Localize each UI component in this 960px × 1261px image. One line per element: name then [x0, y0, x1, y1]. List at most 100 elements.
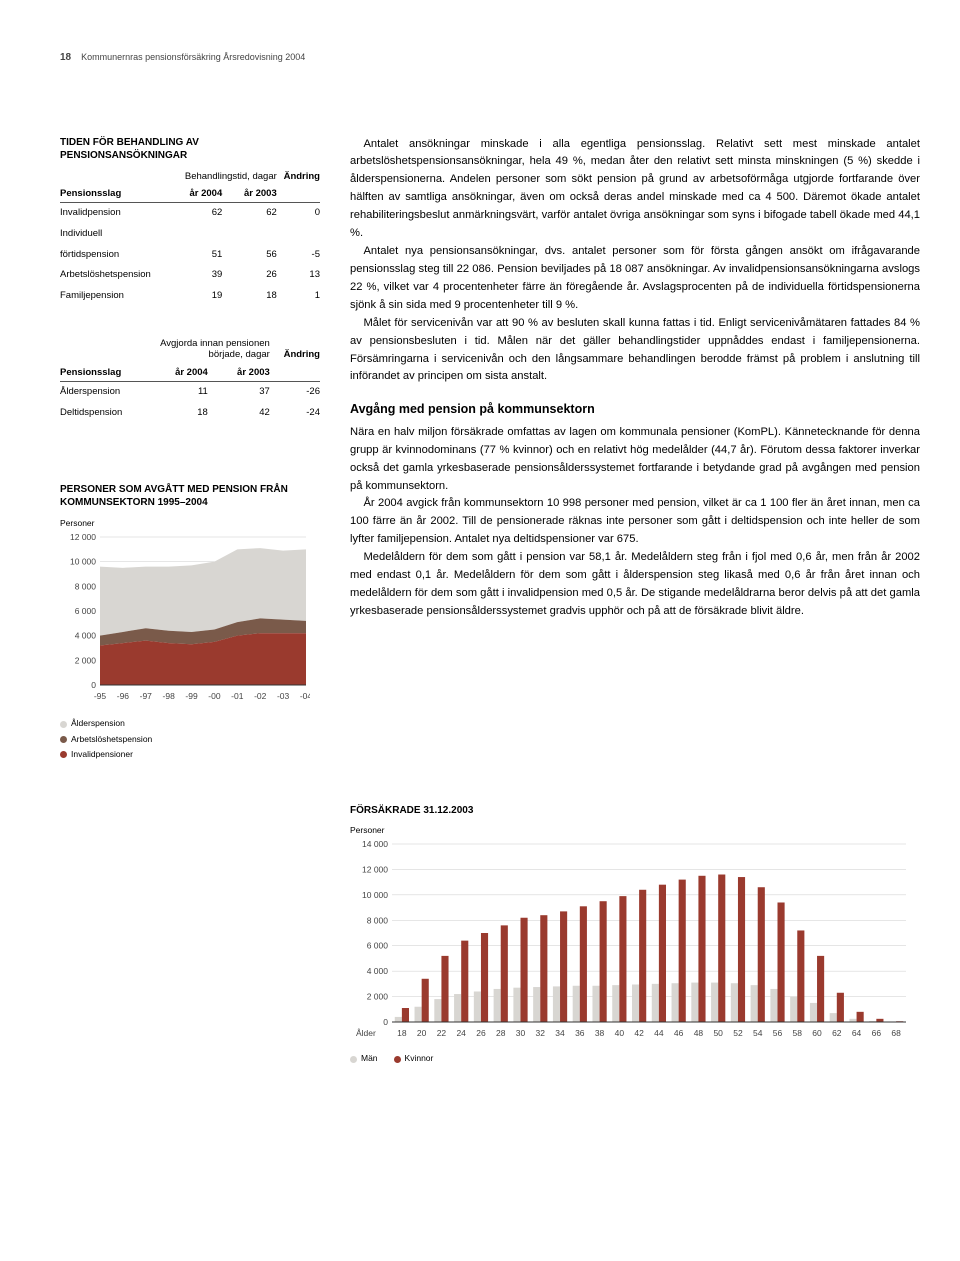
row-y2: 26: [222, 265, 277, 286]
svg-text:-02: -02: [254, 691, 267, 701]
table-row: Invalidpension62620: [60, 203, 320, 224]
svg-text:-00: -00: [208, 691, 221, 701]
svg-text:42: 42: [634, 1028, 644, 1038]
svg-text:46: 46: [674, 1028, 684, 1038]
svg-text:36: 36: [575, 1028, 585, 1038]
table-row: förtidspension5156-5: [60, 245, 320, 266]
svg-text:0: 0: [91, 680, 96, 690]
bar-chart-legend: Män Kvinnor: [350, 1052, 920, 1065]
svg-text:40: 40: [615, 1028, 625, 1038]
row-label: förtidspension: [60, 245, 168, 266]
legend-item: Invalidpensioner: [60, 748, 320, 761]
row-chg: 0: [277, 203, 320, 224]
area-chart-title: PERSONER SOM AVGÅTT MED PENSION FRÅN KOM…: [60, 483, 320, 509]
section2-p2: År 2004 avgick från kommunsektorn 10 998…: [350, 495, 920, 549]
row-y2: 56: [222, 245, 277, 266]
svg-text:38: 38: [595, 1028, 605, 1038]
bar-chart-section: FÖRSÄKRADE 31.12.2003 Personer 14 00012 …: [350, 803, 920, 1066]
svg-text:-99: -99: [185, 691, 198, 701]
page: 18 Kommunernras pensionsförsäkring Årsre…: [0, 0, 960, 1106]
svg-text:60: 60: [812, 1028, 822, 1038]
row-label: Invalidpension: [60, 203, 168, 224]
body-p2: Antalet nya pensionsansökningar, dvs. an…: [350, 243, 920, 315]
table-row: Individuell: [60, 224, 320, 245]
row-chg: [277, 224, 320, 245]
table1-y1: år 2004: [168, 185, 223, 203]
table-row: Deltidspension1842-24: [60, 403, 320, 424]
svg-text:0: 0: [383, 1017, 388, 1027]
area-chart-ylabel: Personer: [60, 517, 320, 530]
svg-text:6 000: 6 000: [367, 940, 389, 950]
svg-text:30: 30: [516, 1028, 526, 1038]
svg-text:56: 56: [773, 1028, 783, 1038]
svg-text:2 000: 2 000: [75, 655, 97, 665]
svg-text:48: 48: [694, 1028, 704, 1038]
row-y1: 18: [146, 403, 208, 424]
section2-title: Avgång med pension på kommunsektorn: [350, 400, 920, 419]
svg-text:18: 18: [397, 1028, 407, 1038]
section2-p3: Medelåldern för dem som gått i pension v…: [350, 549, 920, 621]
table2-y2: år 2003: [208, 364, 270, 382]
svg-text:4 000: 4 000: [75, 630, 97, 640]
table-row: Arbetslöshetspension392613: [60, 265, 320, 286]
row-chg: 13: [277, 265, 320, 286]
legend-item: Kvinnor: [394, 1053, 434, 1063]
page-number: 18: [60, 52, 71, 63]
table2-y1: år 2004: [146, 364, 208, 382]
table1-y2: år 2003: [222, 185, 277, 203]
area-chart-section: PERSONER SOM AVGÅTT MED PENSION FRÅN KOM…: [60, 483, 320, 761]
row-label: Individuell: [60, 224, 168, 245]
area-chart: 12 00010 0008 0006 0004 0002 0000-95-96-…: [60, 533, 310, 703]
svg-text:34: 34: [555, 1028, 565, 1038]
table1: Behandlingstid, dagar Ändring Pensionssl…: [60, 168, 320, 307]
svg-text:Ålder: Ålder: [356, 1028, 376, 1038]
svg-text:-04: -04: [300, 691, 310, 701]
left-column: TIDEN FÖR BEHANDLING AV PENSIONSANSÖKNIN…: [60, 136, 320, 763]
row-chg: -24: [270, 403, 320, 424]
page-header: 18 Kommunernras pensionsförsäkring Årsre…: [60, 50, 920, 66]
row-label: Deltidspension: [60, 403, 146, 424]
bar-chart-ylabel: Personer: [350, 824, 920, 837]
body-p1: Antalet ansökningar minskade i alla egen…: [350, 136, 920, 244]
svg-text:50: 50: [713, 1028, 723, 1038]
table1-chg-header: Ändring: [277, 168, 320, 185]
row-y2: 18: [222, 286, 277, 307]
right-column: Antalet ansökningar minskade i alla egen…: [350, 136, 920, 763]
row-chg: -26: [270, 382, 320, 403]
row-chg: 1: [277, 286, 320, 307]
row-label: Familjepension: [60, 286, 168, 307]
row-y2: 62: [222, 203, 277, 224]
svg-text:4 000: 4 000: [367, 966, 389, 976]
svg-text:66: 66: [872, 1028, 882, 1038]
svg-text:20: 20: [417, 1028, 427, 1038]
svg-text:8 000: 8 000: [367, 915, 389, 925]
svg-text:28: 28: [496, 1028, 506, 1038]
bar-chart-title: FÖRSÄKRADE 31.12.2003: [350, 803, 920, 819]
body-p3: Målet för servicenivån var att 90 % av b…: [350, 315, 920, 387]
table1-rowheader: Pensionsslag: [60, 185, 168, 203]
row-y1: 62: [168, 203, 223, 224]
table2-chg-header: Ändring: [270, 335, 320, 364]
svg-text:22: 22: [437, 1028, 447, 1038]
svg-text:-01: -01: [231, 691, 244, 701]
row-chg: -5: [277, 245, 320, 266]
svg-text:8 000: 8 000: [75, 581, 97, 591]
svg-text:-98: -98: [163, 691, 176, 701]
area-chart-legend: ÅlderspensionArbetslöshetspensionInvalid…: [60, 717, 320, 761]
svg-text:-03: -03: [277, 691, 290, 701]
row-y2: 42: [208, 403, 270, 424]
svg-text:52: 52: [733, 1028, 743, 1038]
svg-text:-96: -96: [117, 691, 130, 701]
svg-text:68: 68: [891, 1028, 901, 1038]
main-columns: TIDEN FÖR BEHANDLING AV PENSIONSANSÖKNIN…: [60, 136, 920, 763]
svg-text:62: 62: [832, 1028, 842, 1038]
svg-text:10 000: 10 000: [70, 556, 96, 566]
svg-text:6 000: 6 000: [75, 606, 97, 616]
legend-item: Män: [350, 1053, 378, 1063]
svg-text:54: 54: [753, 1028, 763, 1038]
svg-text:44: 44: [654, 1028, 664, 1038]
table2: Avgjorda innan pensionen började, dagar …: [60, 335, 320, 424]
svg-text:2 000: 2 000: [367, 991, 389, 1001]
row-y2: 37: [208, 382, 270, 403]
svg-text:64: 64: [852, 1028, 862, 1038]
